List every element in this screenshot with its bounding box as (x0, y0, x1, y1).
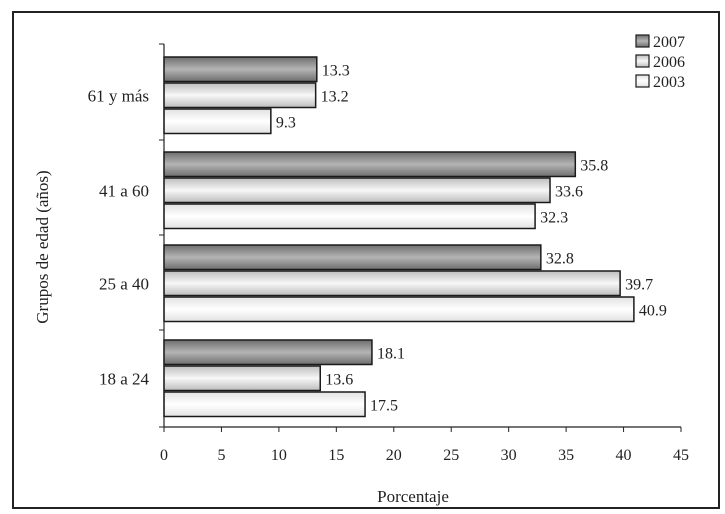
x-tick-label: 45 (673, 447, 689, 464)
data-label: 39.7 (625, 276, 653, 293)
bar-2006-3 (163, 365, 321, 392)
data-label: 35.8 (580, 157, 608, 174)
data-label: 13.6 (325, 371, 353, 388)
x-tick-label: 30 (501, 447, 517, 464)
x-tick-label: 35 (558, 447, 574, 464)
data-label: 32.8 (546, 250, 574, 267)
bar-2003-3 (163, 391, 366, 418)
data-label: 33.6 (555, 183, 583, 200)
x-tick-label: 40 (616, 447, 632, 464)
legend-label: 2007 (653, 34, 685, 51)
bar-2007-0 (163, 56, 318, 83)
x-tick-label: 25 (443, 447, 459, 464)
bar-2007-2 (163, 244, 542, 271)
category-label: 41 a 60 (99, 181, 149, 200)
bar-2007-1 (163, 151, 577, 178)
x-tick-label: 10 (271, 447, 287, 464)
legend-swatch-2003 (635, 74, 650, 88)
category-label: 25 a 40 (99, 274, 149, 293)
category-label: 18 a 24 (99, 369, 150, 388)
bar-2003-1 (163, 203, 536, 230)
data-label: 18.1 (377, 345, 405, 362)
bar-2007-3 (163, 339, 373, 366)
legend-label: 2006 (653, 54, 685, 71)
bar-2006-1 (163, 177, 551, 204)
legend-swatch-2007 (635, 34, 650, 48)
data-label: 13.2 (321, 88, 349, 105)
bar-2006-2 (163, 270, 621, 297)
bar-2003-2 (163, 296, 635, 323)
x-tick-label: 0 (160, 447, 168, 464)
x-tick-label: 5 (217, 447, 225, 464)
x-axis-title: Porcentaje (377, 487, 449, 506)
bar-2006-0 (163, 82, 317, 109)
data-label: 32.3 (540, 209, 568, 226)
legend-swatch-2006 (635, 54, 650, 68)
data-label: 40.9 (639, 302, 667, 319)
y-axis-title: Grupos de edad (años) (33, 170, 52, 323)
data-label: 17.5 (370, 397, 398, 414)
category-label: 61 y más (88, 86, 149, 105)
data-label: 9.3 (276, 114, 296, 131)
data-label: 13.3 (322, 62, 350, 79)
bar-2003-0 (163, 108, 272, 135)
x-tick-label: 20 (386, 447, 402, 464)
legend-label: 2003 (653, 74, 685, 91)
x-tick-label: 15 (328, 447, 344, 464)
